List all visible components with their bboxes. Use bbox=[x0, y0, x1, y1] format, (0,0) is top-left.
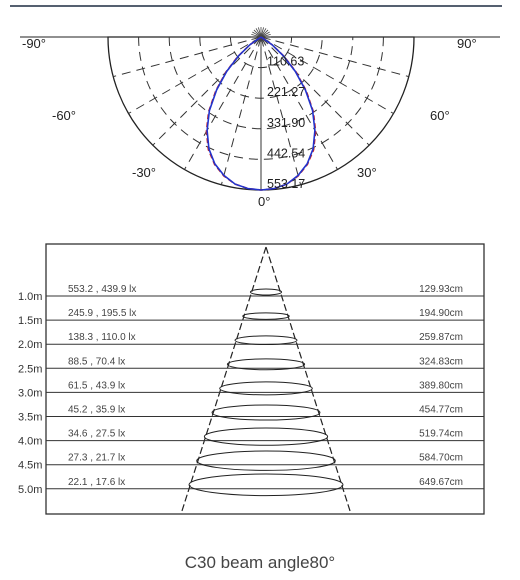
beam-ellipse bbox=[226, 358, 306, 371]
origin-ray bbox=[260, 31, 270, 38]
beam-diameter-label: 584.70cm bbox=[419, 453, 463, 464]
distance-label: 4.5m bbox=[18, 460, 42, 472]
polar-spoke bbox=[260, 36, 302, 185]
polar-spoke bbox=[128, 36, 262, 114]
beam-diameter-label: 519.74cm bbox=[419, 429, 463, 440]
intensity-curve-blue bbox=[206, 36, 316, 191]
angle-label: 30° bbox=[357, 165, 377, 180]
distance-label: 3.5m bbox=[18, 412, 42, 424]
origin-ray bbox=[255, 28, 262, 38]
radial-tick-label: 442.54 bbox=[267, 146, 305, 160]
radial-tick-label: 221.27 bbox=[267, 85, 305, 99]
distance-label: 5.0m bbox=[18, 484, 42, 496]
angle-label: 60° bbox=[430, 108, 450, 123]
beam-ellipse bbox=[196, 450, 336, 471]
polar-light-distribution-chart: 110.63 221.27 331.90 442.54 553.17 -90° 90° -60… bbox=[20, 27, 500, 209]
angle-label: 90° bbox=[457, 36, 477, 51]
beam-ellipse bbox=[219, 381, 313, 396]
polar-spoke bbox=[260, 36, 409, 78]
beam-diameter-label: 454.77cm bbox=[419, 405, 463, 416]
beam-ellipse bbox=[249, 288, 283, 296]
radial-tick-label: 110.63 bbox=[267, 55, 304, 69]
origin-ray bbox=[251, 34, 262, 38]
polar-spoke bbox=[113, 36, 262, 78]
origin-ray bbox=[260, 34, 271, 38]
illuminance-label: 553.2 , 439.9 lx bbox=[68, 284, 136, 295]
angle-label: -60° bbox=[52, 108, 76, 123]
origin-ray bbox=[260, 29, 269, 38]
angle-label: -30° bbox=[132, 165, 156, 180]
chart-caption: C30 beam angle80° bbox=[184, 553, 336, 572]
beam-diameter-label: 649.67cm bbox=[419, 477, 463, 488]
beam-ellipse bbox=[242, 312, 290, 320]
illuminance-label: 45.2 , 35.9 lx bbox=[68, 405, 125, 416]
illuminance-label: 245.9 , 195.5 lx bbox=[68, 308, 136, 319]
beam-cone-illuminance-table: 1.0m 553.2 , 439.9 lx 129.93cm 1.5m 245.9 , … bbox=[18, 243, 485, 515]
beam-diameter-label: 324.83cm bbox=[419, 356, 463, 367]
illuminance-label: 22.1 , 17.6 lx bbox=[68, 477, 125, 488]
table-frame bbox=[45, 243, 485, 515]
origin-ray bbox=[260, 27, 264, 38]
cone-right-edge bbox=[265, 246, 352, 515]
polar-spoke bbox=[260, 36, 370, 146]
beam-ellipse bbox=[188, 473, 344, 497]
distance-label: 2.5m bbox=[18, 363, 42, 375]
illuminance-label: 34.6 , 27.5 lx bbox=[68, 429, 125, 440]
beam-ellipse bbox=[234, 335, 298, 346]
origin-ray bbox=[253, 29, 262, 38]
beam-diameter-label: 129.93cm bbox=[419, 284, 463, 295]
origin-ray bbox=[260, 36, 264, 47]
angle-label: 0° bbox=[258, 194, 270, 209]
distance-label: 4.0m bbox=[18, 436, 42, 448]
beam-ellipse bbox=[211, 404, 321, 421]
origin-ray bbox=[252, 31, 262, 38]
polar-spoke bbox=[152, 36, 262, 146]
polar-spoke bbox=[184, 36, 262, 170]
beam-ellipse bbox=[203, 427, 329, 446]
distance-label: 1.0m bbox=[18, 291, 42, 303]
beam-diameter-label: 389.80cm bbox=[419, 380, 463, 391]
illuminance-label: 27.3 , 21.7 lx bbox=[68, 453, 125, 464]
radial-tick-label: 553.17 bbox=[267, 177, 305, 191]
angle-label: -90° bbox=[22, 36, 46, 51]
cone-left-edge bbox=[180, 246, 267, 515]
beam-diameter-label: 194.90cm bbox=[419, 308, 463, 319]
distance-label: 3.0m bbox=[18, 387, 42, 399]
distance-label: 1.5m bbox=[18, 315, 42, 327]
polar-spoke bbox=[220, 36, 262, 185]
distance-label: 2.0m bbox=[18, 339, 42, 351]
illuminance-label: 61.5 , 43.9 lx bbox=[68, 380, 125, 391]
illuminance-label: 88.5 , 70.4 lx bbox=[68, 356, 125, 367]
polar-spoke bbox=[260, 36, 394, 114]
origin-ray bbox=[260, 28, 267, 38]
radial-tick-label: 331.90 bbox=[267, 116, 305, 130]
origin-ray bbox=[258, 36, 262, 47]
origin-ray bbox=[258, 27, 262, 38]
polar-spoke bbox=[260, 36, 338, 170]
beam-diameter-label: 259.87cm bbox=[419, 332, 463, 343]
illuminance-label: 138.3 , 110.0 lx bbox=[68, 332, 136, 343]
top-divider bbox=[10, 5, 502, 7]
